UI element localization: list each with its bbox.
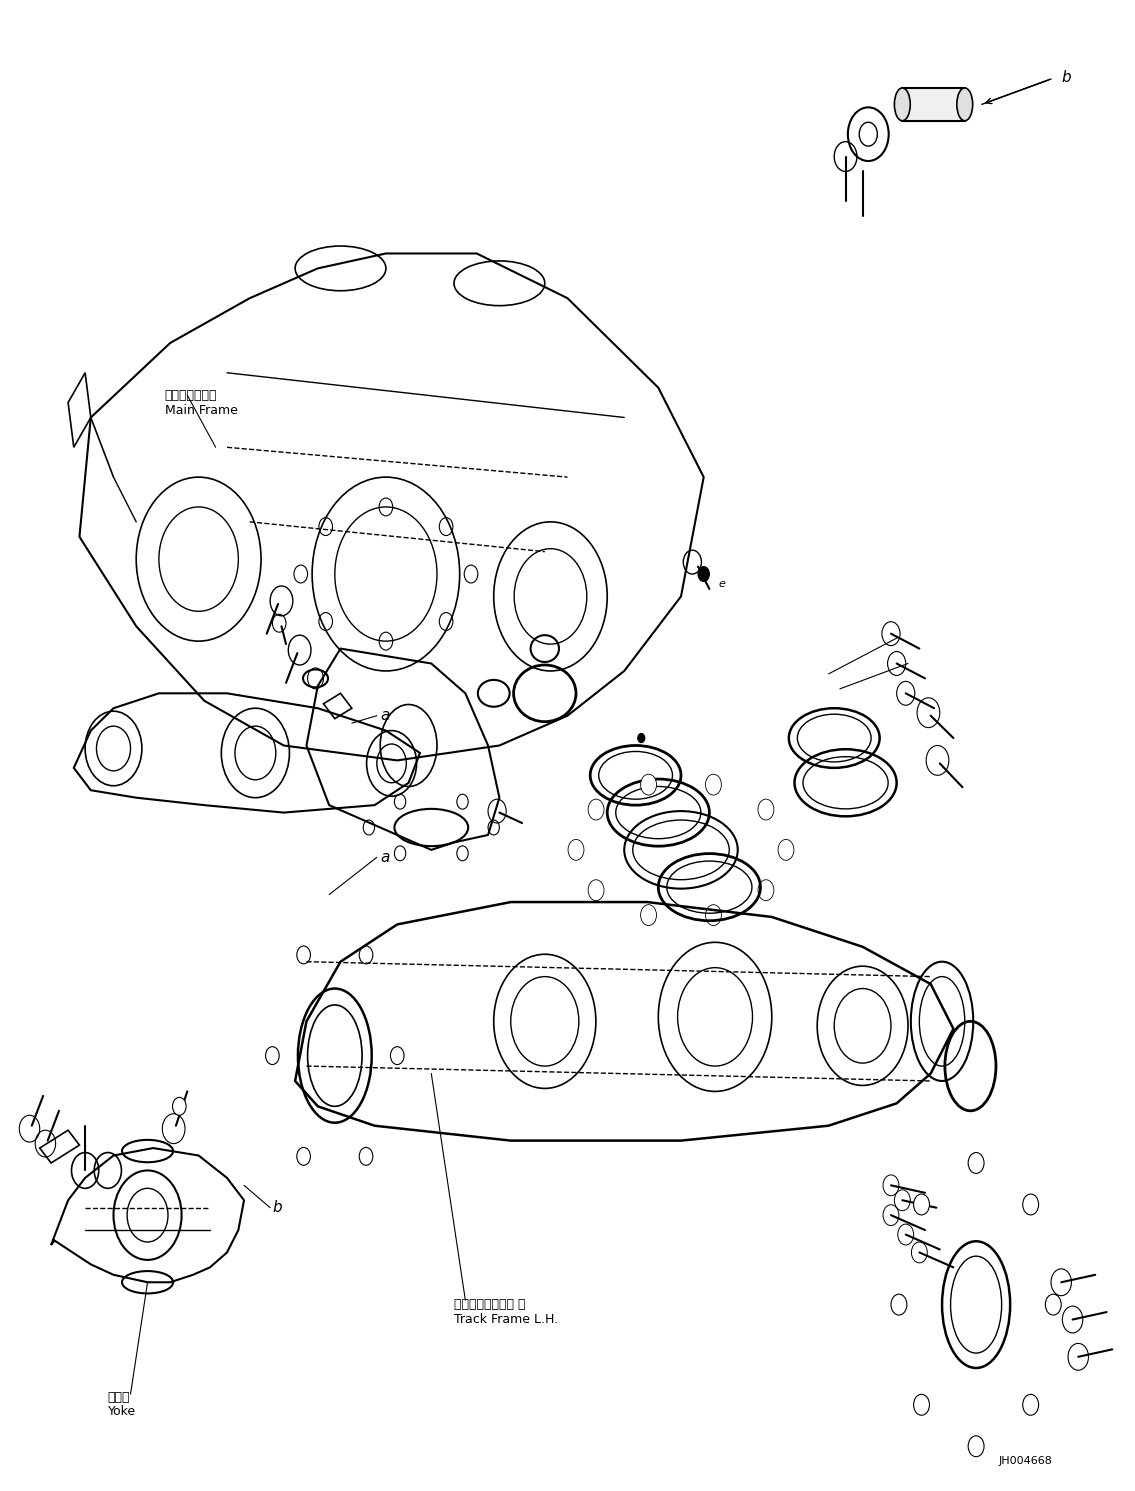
Text: a: a	[380, 708, 389, 723]
Circle shape	[1045, 1294, 1061, 1315]
Circle shape	[914, 1194, 930, 1215]
Text: a: a	[380, 850, 389, 865]
Circle shape	[968, 1436, 984, 1457]
Text: b: b	[1061, 70, 1070, 85]
Text: Main Frame: Main Frame	[165, 404, 237, 416]
Text: b: b	[272, 1200, 281, 1215]
Circle shape	[706, 905, 722, 926]
Circle shape	[1023, 1394, 1039, 1415]
Circle shape	[698, 567, 709, 581]
Text: メインフレーム: メインフレーム	[165, 389, 217, 401]
Circle shape	[568, 839, 583, 860]
Circle shape	[588, 880, 604, 901]
Circle shape	[1023, 1194, 1039, 1215]
Circle shape	[758, 799, 774, 820]
Text: Yoke: Yoke	[108, 1406, 136, 1418]
Text: Track Frame L.H.: Track Frame L.H.	[454, 1314, 558, 1325]
Circle shape	[638, 734, 645, 743]
Circle shape	[758, 880, 774, 901]
Circle shape	[891, 1294, 907, 1315]
Circle shape	[173, 1097, 186, 1115]
Circle shape	[706, 774, 722, 795]
Ellipse shape	[894, 88, 910, 121]
Text: ヨーク: ヨーク	[108, 1391, 131, 1403]
Circle shape	[640, 905, 656, 926]
Text: JH004668: JH004668	[999, 1457, 1052, 1466]
Circle shape	[914, 1394, 930, 1415]
Text: トラックフレーム 左: トラックフレーム 左	[454, 1299, 526, 1311]
Text: e: e	[718, 580, 725, 589]
Circle shape	[588, 799, 604, 820]
Circle shape	[779, 839, 794, 860]
Ellipse shape	[957, 88, 973, 121]
Circle shape	[968, 1153, 984, 1173]
Circle shape	[640, 774, 656, 795]
Bar	[902, 88, 965, 121]
